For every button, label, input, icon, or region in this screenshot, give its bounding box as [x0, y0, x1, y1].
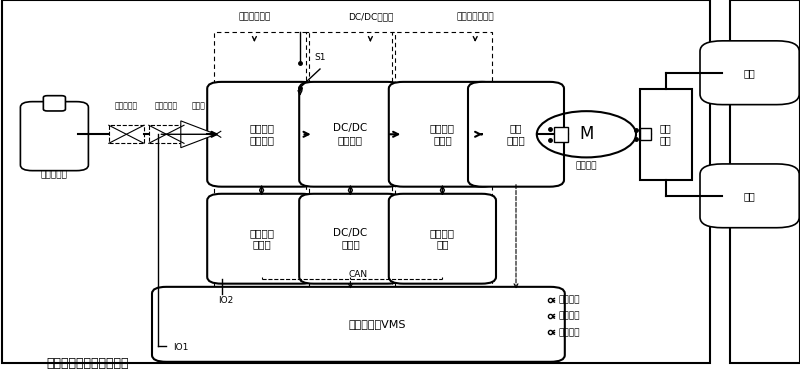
FancyBboxPatch shape [152, 287, 565, 362]
Text: IO2: IO2 [218, 296, 234, 305]
Bar [109, 125, 144, 143]
Text: 电磁阀: 电磁阀 [191, 102, 206, 111]
Text: 油门踏板: 油门踏板 [558, 312, 580, 321]
Bar [730, 0, 800, 363]
Text: 电机
控制器: 电机 控制器 [506, 123, 526, 145]
FancyBboxPatch shape [700, 41, 799, 104]
FancyBboxPatch shape [43, 95, 66, 111]
Bar [554, 127, 568, 142]
Bar [392, 32, 492, 300]
Text: 左轮: 左轮 [744, 191, 755, 201]
Bar [2, 0, 710, 363]
Text: 右轮: 右轮 [744, 68, 755, 78]
FancyBboxPatch shape [207, 82, 316, 186]
Bar [149, 125, 184, 143]
Text: 动力蓄电池系统: 动力蓄电池系统 [456, 12, 494, 21]
Polygon shape [181, 121, 216, 148]
Bar [640, 88, 691, 180]
Text: 高压氢气储: 高压氢气储 [41, 170, 68, 179]
Text: 驱动电机: 驱动电机 [576, 161, 597, 170]
Text: 燃料电池
发电装置: 燃料电池 发电装置 [249, 123, 274, 145]
Text: 二级减压阀: 二级减压阀 [155, 102, 178, 111]
Text: 电池管理
系统: 电池管理 系统 [430, 228, 455, 250]
FancyBboxPatch shape [299, 194, 402, 283]
FancyBboxPatch shape [468, 82, 564, 186]
Text: CAN: CAN [349, 270, 368, 279]
FancyBboxPatch shape [207, 194, 316, 283]
Bar [306, 32, 395, 300]
Text: 磷酸铁锂
电池包: 磷酸铁锂 电池包 [430, 123, 455, 145]
Text: 一级减压阀: 一级减压阀 [115, 102, 138, 111]
FancyBboxPatch shape [299, 82, 402, 186]
Text: DC/DC变换器: DC/DC变换器 [348, 12, 393, 21]
Text: 燃料电池
控制器: 燃料电池 控制器 [249, 228, 274, 250]
Text: S1: S1 [314, 53, 326, 62]
Text: DC/DC
控制器: DC/DC 控制器 [334, 228, 367, 250]
FancyBboxPatch shape [389, 194, 496, 283]
Text: 点火信号: 点火信号 [558, 296, 580, 305]
Text: IO1: IO1 [173, 343, 188, 352]
Bar [640, 128, 651, 140]
Text: 传动
系统: 传动 系统 [660, 123, 671, 145]
Text: 燃料电池系统: 燃料电池系统 [238, 12, 270, 21]
Text: 刹车踏板: 刹车踏板 [558, 328, 580, 337]
FancyBboxPatch shape [700, 164, 799, 228]
Text: M: M [579, 125, 594, 143]
FancyBboxPatch shape [389, 82, 496, 186]
Text: DC/DC
拓扑变换: DC/DC 拓扑变换 [334, 123, 367, 145]
Bar [214, 32, 309, 300]
Text: 增程式电动汽车动力系统: 增程式电动汽车动力系统 [46, 357, 130, 370]
FancyBboxPatch shape [21, 101, 89, 171]
Text: 整车控制器VMS: 整车控制器VMS [349, 319, 406, 329]
